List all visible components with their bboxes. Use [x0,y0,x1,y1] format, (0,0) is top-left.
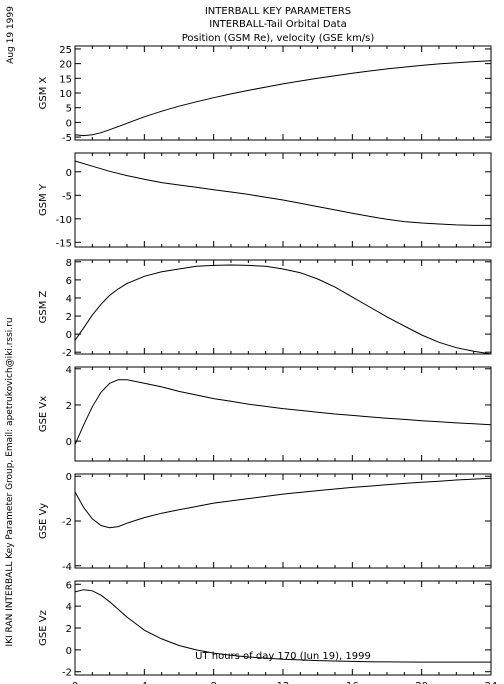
y-tick-label: 5 [66,104,72,115]
y-tick-label: -5 [62,191,72,202]
y-tick-label: -15 [56,238,72,249]
x-axis-label: UT hours of day 170 (Jun 19), 1999 [195,651,371,662]
y-tick-label: 4 [66,365,72,376]
y-tick-label: 0 [66,437,72,448]
x-tick-label: 0 [72,681,78,684]
panel-frame [74,45,492,141]
date-stamp: Aug 19 1999 [6,6,16,64]
y-axis-label: GSE Vz [38,610,49,646]
y-tick-label: -5 [62,133,72,144]
series-line [74,160,491,226]
y-tick-label: 6 [66,276,72,287]
y-tick-label: 0 [66,646,72,657]
y-axis-label: GSM X [38,76,49,109]
series-line [74,264,492,355]
y-axis-label: GSM Y [38,183,49,216]
x-tick-label: 12 [277,681,290,684]
y-tick-label: 4 [66,602,72,613]
chart-title: INTERBALL KEY PARAMETERS [205,6,351,17]
y-tick-label: 0 [66,330,72,341]
chart-subtitle: INTERBALL-Tail Orbital Data [209,19,346,30]
y-tick-label: 4 [66,294,72,305]
y-tick-label: -4 [62,562,72,573]
y-tick-label: 0 [66,168,72,179]
panel-frame [74,366,492,462]
y-tick-label: 25 [59,45,72,56]
y-tick-label: 2 [66,624,72,635]
y-tick-label: -10 [56,215,72,226]
x-tick-label: 4 [141,681,147,684]
y-tick-label: 2 [66,312,72,323]
series-line [74,379,492,445]
credit-line: IKI RAN INTERBALL Key Parameter Group, E… [5,317,15,646]
series-line [74,589,491,663]
series-line [74,477,492,529]
x-tick-label: 16 [346,681,359,684]
x-tick-label: 24 [485,681,498,684]
x-tick-label: 20 [415,681,428,684]
y-axis-label: GSE Vy [38,503,49,539]
x-tick-label: 8 [210,681,216,684]
y-tick-label: 8 [66,258,72,269]
panel-frame [74,259,492,355]
y-tick-label: -2 [62,517,72,528]
y-tick-label: 6 [66,580,72,591]
panel-frame [74,473,492,569]
y-tick-label: 0 [66,472,72,483]
y-tick-label: 10 [59,89,72,100]
y-tick-label: -2 [62,348,72,359]
chart-units-line: Position (GSM Re), velocity (GSE km/s) [182,33,375,44]
y-tick-label: 15 [59,74,72,85]
y-axis-label: GSM Z [38,290,49,323]
y-axis-label: GSE Vx [38,396,49,432]
y-tick-label: 2 [66,401,72,412]
y-tick-label: 20 [59,60,72,71]
y-tick-label: 0 [66,118,72,129]
y-tick-label: -2 [62,668,72,679]
series-line [74,60,492,137]
